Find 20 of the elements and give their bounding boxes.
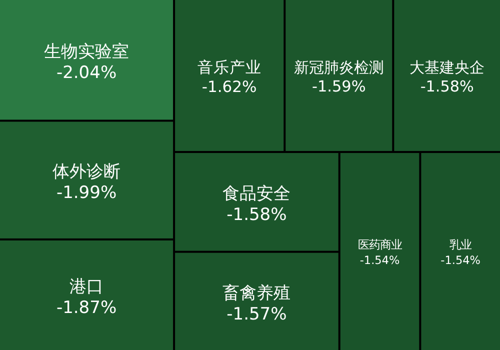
- data-label: -1.59%: [312, 78, 366, 96]
- category-label: 乳业: [450, 238, 472, 252]
- data-label: -1.58%: [420, 78, 474, 96]
- category-label: 音乐产业: [197, 58, 262, 76]
- category-label: 港口: [70, 277, 104, 298]
- data-label: -1.58%: [226, 204, 287, 225]
- data-label: -1.99%: [56, 183, 117, 204]
- category-label: 生物实验室: [44, 42, 130, 62]
- data-label: -1.62%: [202, 78, 257, 96]
- data-label: -2.04%: [56, 62, 117, 83]
- data-label: -1.87%: [56, 298, 117, 318]
- category-label: 新冠肺炎检测: [294, 58, 384, 76]
- category-label: 食品安全: [222, 184, 291, 204]
- category-label: 大基建央企: [410, 58, 485, 76]
- data-label: -1.54%: [360, 254, 400, 267]
- category-label: 体外诊断: [52, 162, 121, 182]
- data-label: -1.57%: [226, 304, 287, 324]
- category-label: 医药商业: [358, 238, 402, 252]
- data-label: -1.54%: [440, 254, 481, 267]
- category-label: 畜禽养殖: [222, 283, 291, 304]
